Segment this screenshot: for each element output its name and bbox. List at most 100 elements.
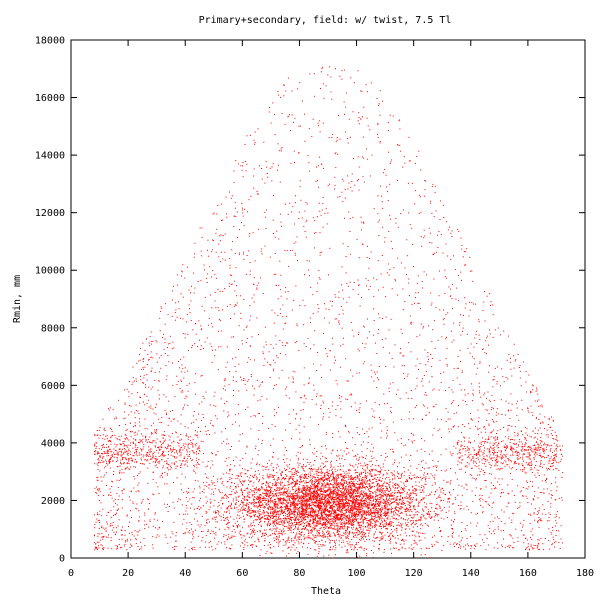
data-point	[302, 510, 304, 512]
data-point	[410, 492, 412, 494]
data-point	[322, 488, 324, 490]
data-point	[306, 492, 308, 493]
data-point	[329, 518, 331, 520]
data-point	[318, 482, 320, 483]
data-point	[331, 493, 332, 494]
data-point	[322, 455, 324, 457]
data-point	[276, 472, 278, 474]
data-point	[324, 491, 326, 493]
data-point	[282, 523, 284, 525]
data-point	[326, 505, 328, 507]
data-point	[241, 510, 243, 511]
data-point	[302, 487, 304, 489]
data-point	[382, 492, 384, 494]
data-point	[306, 499, 308, 501]
data-point	[388, 491, 390, 493]
data-point	[410, 497, 412, 499]
data-point	[334, 512, 336, 514]
data-point	[299, 524, 301, 526]
data-point	[316, 521, 318, 523]
data-point	[249, 481, 251, 483]
data-point	[330, 540, 332, 542]
data-point	[321, 446, 323, 447]
data-point	[300, 452, 302, 454]
data-point	[265, 514, 267, 516]
data-point	[386, 513, 388, 515]
data-point	[385, 515, 386, 517]
data-point	[209, 540, 211, 542]
data-point	[242, 505, 244, 507]
data-point	[325, 501, 327, 503]
data-point	[283, 491, 285, 493]
data-point	[262, 496, 264, 498]
data-point	[410, 505, 412, 507]
data-point	[213, 491, 214, 493]
data-point	[226, 523, 228, 525]
data-point	[329, 488, 331, 490]
data-point	[352, 507, 354, 509]
data-point	[378, 480, 380, 481]
data-point	[352, 479, 354, 480]
data-point	[275, 483, 277, 485]
data-point	[318, 504, 320, 505]
data-point	[270, 506, 271, 508]
data-point	[349, 486, 351, 488]
data-point	[330, 526, 332, 528]
data-point	[276, 487, 278, 489]
data-point	[301, 514, 303, 516]
data-point	[306, 495, 308, 497]
data-point	[279, 491, 281, 493]
data-point	[317, 535, 319, 537]
data-point	[380, 509, 382, 511]
data-point	[329, 505, 331, 507]
data-point	[327, 473, 329, 475]
data-point	[337, 469, 339, 471]
data-point	[308, 486, 310, 488]
data-point	[311, 527, 313, 529]
data-point	[297, 492, 299, 494]
data-point	[350, 500, 352, 501]
data-point	[238, 532, 240, 534]
data-point	[327, 484, 329, 485]
data-point	[397, 514, 399, 516]
data-point	[421, 485, 423, 487]
data-point	[265, 533, 267, 535]
data-point	[361, 456, 363, 458]
data-point	[295, 503, 297, 505]
data-point	[336, 487, 337, 488]
data-point	[300, 499, 302, 501]
data-point	[423, 491, 425, 493]
data-point	[324, 497, 326, 499]
data-point	[282, 507, 284, 509]
data-point	[402, 499, 404, 501]
data-point	[366, 553, 368, 555]
data-point	[377, 484, 378, 486]
data-point	[392, 494, 394, 496]
data-point	[260, 513, 262, 515]
data-point	[368, 488, 370, 489]
data-point	[359, 531, 361, 533]
data-point	[308, 500, 310, 502]
data-point	[266, 473, 268, 475]
data-point	[388, 524, 390, 526]
data-point	[218, 510, 220, 512]
data-point	[247, 488, 249, 490]
data-point	[382, 512, 384, 514]
data-point	[251, 495, 253, 497]
data-point	[221, 483, 223, 485]
data-point	[384, 493, 386, 495]
data-point	[321, 539, 323, 541]
data-point	[440, 517, 442, 519]
data-point	[284, 533, 286, 535]
data-point	[267, 535, 269, 537]
data-point	[388, 493, 390, 495]
data-point	[375, 494, 377, 496]
data-point	[374, 514, 376, 516]
data-point	[336, 517, 338, 519]
data-point	[393, 501, 395, 502]
data-point	[341, 499, 343, 501]
data-point	[280, 530, 282, 532]
data-point	[319, 520, 321, 522]
data-point	[278, 498, 280, 499]
data-point	[321, 514, 322, 515]
